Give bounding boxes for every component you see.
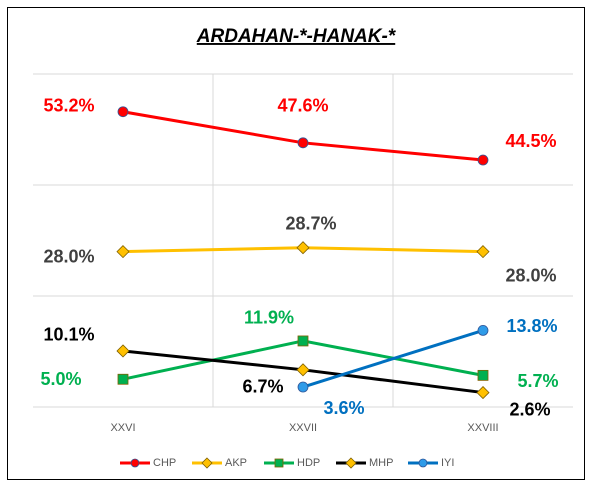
marker — [296, 363, 310, 377]
data-label: 10.1% — [43, 325, 94, 345]
legend-label: CHP — [153, 457, 176, 469]
data-label: 13.8% — [506, 316, 557, 336]
marker — [477, 325, 489, 336]
data-label: 5.7% — [517, 371, 558, 391]
marker — [477, 369, 489, 381]
marker — [297, 335, 309, 347]
data-label: 6.7% — [242, 377, 283, 397]
data-label: 3.6% — [323, 398, 364, 418]
legend-item: IYI — [408, 457, 454, 469]
marker — [296, 241, 310, 255]
marker — [297, 381, 309, 393]
marker — [117, 106, 129, 118]
series — [117, 335, 489, 385]
marker — [116, 344, 130, 358]
legend-label: IYI — [441, 457, 454, 469]
marker — [345, 457, 357, 469]
legend-item: HDP — [264, 457, 320, 469]
legend-item: AKP — [192, 457, 247, 469]
legend-label: MHP — [369, 457, 393, 469]
marker — [117, 373, 129, 385]
data-label: 28.0% — [43, 246, 94, 266]
legend-label: AKP — [225, 457, 247, 469]
chart-border — [7, 7, 585, 480]
data-label: 47.6% — [277, 96, 328, 116]
marker — [477, 154, 489, 166]
marker — [201, 457, 213, 469]
data-label: 5.0% — [40, 369, 81, 389]
data-label: 2.6% — [509, 399, 550, 419]
data-label: 28.7% — [285, 213, 336, 233]
marker — [476, 386, 490, 400]
x-tick-label: XXVIII — [467, 422, 498, 434]
series — [117, 106, 489, 166]
marker — [418, 458, 428, 468]
x-tick-label: XXVI — [110, 422, 135, 434]
legend-label: HDP — [297, 457, 320, 469]
data-label: 28.0% — [505, 265, 556, 285]
marker — [130, 458, 140, 468]
marker — [297, 137, 309, 149]
marker — [476, 245, 490, 259]
marker — [274, 458, 284, 468]
series — [297, 325, 489, 393]
legend-item: CHP — [120, 457, 176, 469]
series — [116, 344, 490, 400]
x-tick-label: XXVII — [289, 422, 317, 434]
data-label: 11.9% — [244, 308, 294, 328]
series — [116, 241, 490, 259]
marker — [116, 245, 130, 259]
data-label: 53.2% — [43, 95, 94, 115]
data-label: 44.5% — [505, 131, 556, 151]
chart-title: ARDAHAN-*-HANAK-* — [196, 26, 397, 47]
series-line — [302, 328, 484, 389]
legend-item: MHP — [336, 457, 393, 469]
